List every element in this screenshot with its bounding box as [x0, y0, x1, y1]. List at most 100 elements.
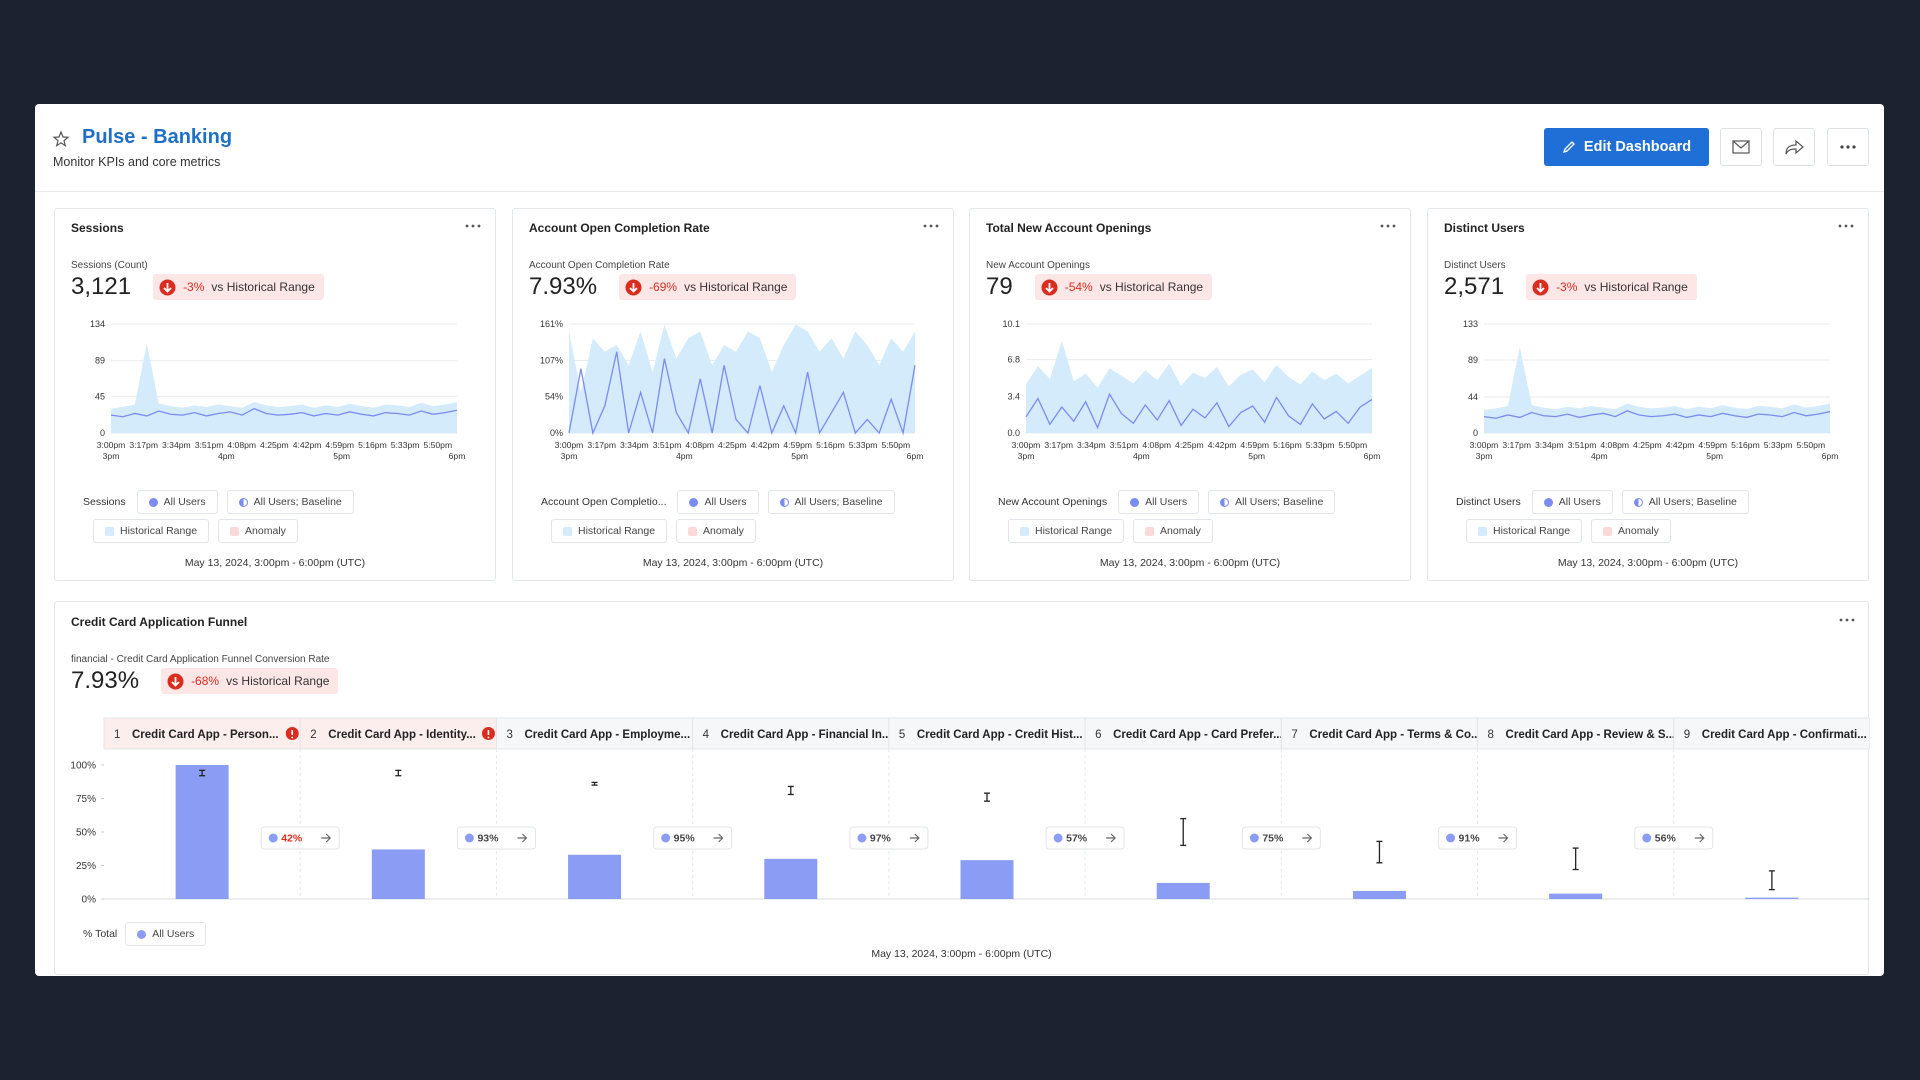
more-icon	[1840, 145, 1856, 149]
baseline-interval	[1768, 870, 1775, 891]
down-arrow-icon	[1041, 279, 1058, 295]
x-tick-label: 5:33pm	[391, 440, 420, 450]
x-tick-label: 5:16pm	[1731, 440, 1760, 450]
favorite-star[interactable]	[52, 130, 70, 148]
step-number: 8	[1488, 729, 1494, 741]
legend-swatch	[779, 497, 789, 507]
panel-menu[interactable]	[1837, 615, 1857, 625]
pill-arrow	[1302, 833, 1313, 843]
step-number: 1	[114, 729, 120, 741]
icon-arrow	[1536, 282, 1545, 293]
legend-item: All Users	[1531, 490, 1613, 514]
panel-menu[interactable]	[1378, 221, 1398, 231]
icon-arrow	[171, 676, 180, 687]
step-name: Credit Card App - Review & S...	[1506, 729, 1676, 741]
x-tick-label: 5:33pm	[1306, 440, 1335, 450]
x-major-label: 6pm	[907, 451, 924, 461]
conversion-pill: 97%	[849, 826, 929, 850]
step-name: Credit Card App - Financial In...	[721, 729, 892, 741]
pill-dot	[661, 833, 671, 843]
x-tick-label: 5:50pm	[881, 440, 910, 450]
dashboard-title: Pulse - Banking	[82, 126, 233, 148]
change-text: vs Historical Range	[684, 280, 788, 294]
legend-swatch	[689, 497, 699, 507]
step-name: Credit Card App - Employme...	[524, 729, 690, 741]
baseline-interval	[199, 769, 206, 777]
legend-swatch	[1130, 497, 1140, 507]
metric-label: Sessions (Count)	[71, 260, 148, 271]
legend-swatch	[137, 929, 147, 939]
x-tick-label: 4:59pm	[1698, 440, 1727, 450]
x-tick-label: 4:08pm	[685, 440, 714, 450]
x-major-label: 4pm	[676, 451, 693, 461]
legend-swatch	[688, 526, 698, 536]
panel-title: Total New Account Openings	[986, 221, 1152, 235]
legend-swatch	[1633, 497, 1643, 507]
x-tick-label: 4:25pm	[1633, 440, 1662, 450]
legend-swatch	[105, 526, 114, 536]
metric-label: Distinct Users	[1444, 260, 1506, 271]
historical-range-area	[569, 324, 915, 433]
edit-dashboard-button[interactable]: Edit Dashboard	[1544, 128, 1709, 166]
pill-dot	[268, 833, 278, 843]
conversion-rate: 91%	[1459, 833, 1481, 845]
conversion-pill: 93%	[456, 826, 536, 850]
step-name: Credit Card App - Identity...	[328, 729, 476, 741]
email-button[interactable]	[1720, 128, 1762, 166]
legend-title: New Account Openings	[998, 496, 1108, 508]
alert-mark	[487, 736, 490, 739]
historical-range-area	[1484, 346, 1830, 433]
legend-row: Historical Range Anomaly	[551, 519, 756, 543]
legend-label: All Users	[1558, 496, 1601, 508]
funnel-chart: 1 Credit Card App - Person... 2 Credit Card…	[70, 717, 1870, 906]
conversion-pill: 95%	[653, 826, 733, 850]
panel-menu[interactable]	[1836, 221, 1856, 231]
pill-dot	[464, 833, 474, 843]
change-text: vs Historical Range	[1099, 280, 1204, 294]
more-button[interactable]	[1827, 128, 1869, 166]
baseline-interval	[787, 785, 794, 796]
date-range: May 13, 2024, 3:00pm - 6:00pm (UTC)	[1557, 557, 1739, 569]
legend-title: % Total	[83, 928, 118, 940]
panel-menu[interactable]	[921, 221, 941, 231]
y-tick-label: 0%	[550, 428, 563, 438]
pill-box	[849, 826, 929, 850]
menu-dot	[1386, 224, 1390, 228]
metric-value: 2,571	[1444, 273, 1505, 300]
x-tick-label: 4:08pm	[1600, 440, 1629, 450]
pill-dot	[857, 833, 867, 843]
conversion-pill: 57%	[1045, 826, 1125, 850]
alert-mark	[291, 736, 294, 739]
historical-range-area	[111, 343, 457, 433]
legend-label: Anomaly	[1160, 525, 1201, 537]
y-tick-label: 75%	[76, 794, 96, 805]
step-name: Credit Card App - Person...	[132, 729, 279, 741]
legend-item: All Users	[677, 490, 759, 514]
bar	[1549, 893, 1603, 899]
metric-row: 2,571 -3% vs Historical Range	[1444, 273, 1697, 301]
y-tick-label: 107%	[540, 356, 563, 366]
legend-item: Anomaly	[1133, 519, 1213, 543]
change-text: vs Historical Range	[1584, 280, 1688, 294]
step-header	[1477, 717, 1675, 750]
legend-row: % Total All Users	[83, 922, 207, 946]
legend-item: All Users	[136, 490, 218, 514]
panel-menu[interactable]	[463, 221, 483, 231]
x-tick-label: 5:50pm	[1338, 440, 1367, 450]
legend-label: All Users	[704, 496, 747, 508]
conversion-rate: 42%	[281, 833, 303, 845]
bar	[960, 860, 1014, 899]
x-major-label: 4pm	[218, 451, 235, 461]
step-header	[299, 717, 497, 750]
x-tick-label: 3:34pm	[1077, 440, 1106, 450]
legend-swatch	[238, 497, 248, 507]
legend-row: Sessions All Users All Users; Baseline	[83, 490, 354, 514]
step-header	[1084, 717, 1282, 750]
menu-dot	[471, 224, 475, 228]
share-button[interactable]	[1773, 128, 1815, 166]
x-tick-label: 3:34pm	[1535, 440, 1564, 450]
menu-dot	[1850, 224, 1854, 228]
pill-arrow	[517, 833, 528, 843]
x-major-label: 3pm	[1476, 451, 1493, 461]
